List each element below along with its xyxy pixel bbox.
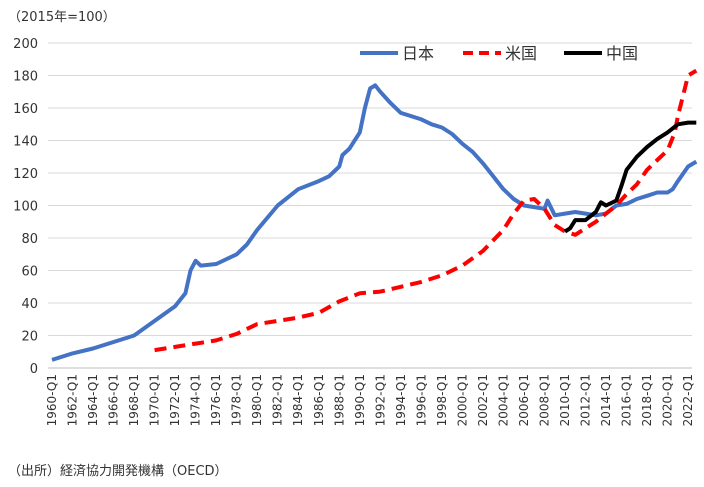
y-tick-label: 120 xyxy=(13,167,38,182)
x-tick-label: 1998-Q1 xyxy=(435,374,449,426)
x-tick-label: 1974-Q1 xyxy=(189,374,203,426)
legend-label: 米国 xyxy=(505,44,537,63)
series-line-1 xyxy=(154,68,698,353)
y-tick-label: 80 xyxy=(21,232,38,247)
x-tick-label: 1988-Q1 xyxy=(332,374,346,426)
y-tick-label: 0 xyxy=(30,362,38,377)
x-tick-label: 2018-Q1 xyxy=(640,374,654,426)
y-tick-label: 160 xyxy=(13,102,38,117)
x-tick-label: 2020-Q1 xyxy=(661,374,675,426)
x-tick-label: 1986-Q1 xyxy=(312,374,326,426)
legend-label: 日本 xyxy=(402,44,434,63)
x-tick-label: 1970-Q1 xyxy=(148,374,162,426)
legend-label: 中国 xyxy=(606,44,638,63)
x-tick-label: 1960-Q1 xyxy=(45,374,59,426)
x-tick-label: 1972-Q1 xyxy=(168,374,182,426)
y-tick-label: 60 xyxy=(21,265,38,280)
x-tick-label: 1968-Q1 xyxy=(127,374,141,426)
x-tick-label: 2008-Q1 xyxy=(537,374,551,426)
source-note: （出所）経済協力開発機構（OECD） xyxy=(8,464,228,479)
y-tick-label: 140 xyxy=(13,135,38,150)
y-tick-label: 180 xyxy=(13,70,38,85)
x-tick-label: 1984-Q1 xyxy=(291,374,305,426)
x-tick-label: 2014-Q1 xyxy=(599,374,613,426)
y-tick-label: 200 xyxy=(13,37,38,52)
unit-label: （2015年=100） xyxy=(8,10,116,25)
x-tick-label: 2004-Q1 xyxy=(496,374,510,426)
x-tick-label: 1964-Q1 xyxy=(86,374,100,426)
x-tick-label: 1992-Q1 xyxy=(373,374,387,426)
y-tick-label: 40 xyxy=(21,297,38,312)
x-tick-label: 2000-Q1 xyxy=(455,374,469,426)
x-tick-label: 2002-Q1 xyxy=(476,374,490,426)
x-tick-label: 1962-Q1 xyxy=(66,374,80,426)
x-tick-label: 1996-Q1 xyxy=(414,374,428,426)
x-tick-label: 1994-Q1 xyxy=(394,374,408,426)
x-tick-label: 1976-Q1 xyxy=(209,374,223,426)
x-tick-label: 2012-Q1 xyxy=(579,374,593,426)
x-tick-label: 2010-Q1 xyxy=(558,374,572,426)
series-line-2 xyxy=(563,120,697,234)
x-tick-label: 2006-Q1 xyxy=(517,374,531,426)
x-tick-label: 1978-Q1 xyxy=(230,374,244,426)
y-tick-label: 20 xyxy=(21,330,38,345)
x-tick-label: 1980-Q1 xyxy=(250,374,264,426)
x-tick-label: 2016-Q1 xyxy=(620,374,634,426)
series-line-0 xyxy=(51,83,698,362)
x-tick-label: 1990-Q1 xyxy=(353,374,367,426)
x-tick-label: 2022-Q1 xyxy=(681,374,695,426)
y-tick-label: 100 xyxy=(13,200,38,215)
x-tick-label: 1966-Q1 xyxy=(107,374,121,426)
x-tick-label: 1982-Q1 xyxy=(271,374,285,426)
